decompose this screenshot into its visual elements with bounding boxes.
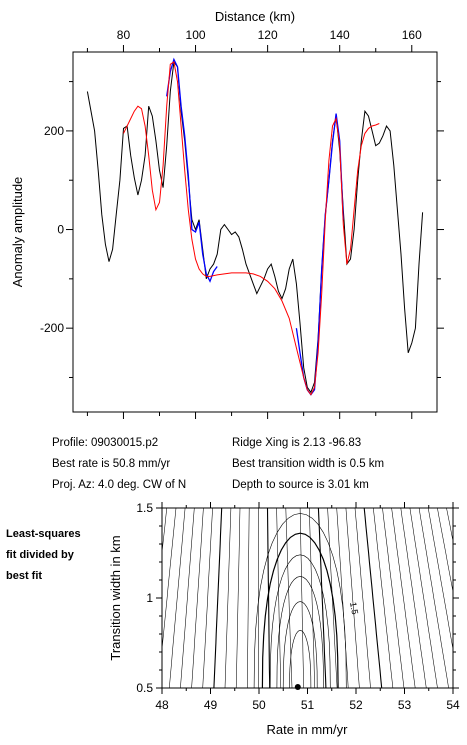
y-tick-label: 0 xyxy=(57,223,64,237)
x-tick-label: 50 xyxy=(252,698,266,712)
contour-line xyxy=(162,508,168,555)
contour-line xyxy=(180,508,195,688)
x-tick-label: 52 xyxy=(349,698,363,712)
profile-x-ticks: 80 100 120 140 160 xyxy=(86,28,422,419)
contour-line xyxy=(363,508,383,688)
contour-loop xyxy=(276,576,324,688)
y-tick-label: 1.5 xyxy=(136,501,153,515)
y-tick-label: -200 xyxy=(40,321,64,335)
x-tick-label: 80 xyxy=(117,28,131,42)
side-note-line: Least-squares xyxy=(6,528,81,540)
contour-line xyxy=(202,508,213,688)
contour-line xyxy=(276,508,282,688)
x-tick-label: 49 xyxy=(204,698,218,712)
y-tick-label: 0.5 xyxy=(136,681,153,695)
contour-line xyxy=(266,508,271,688)
contour-line xyxy=(427,508,453,651)
contour-line xyxy=(354,508,371,688)
contour-lines xyxy=(125,508,453,688)
profile-series xyxy=(86,57,424,396)
contour-loop xyxy=(253,513,347,688)
x-tick-label: 140 xyxy=(330,28,350,42)
contour-x-axis-label: Rate in mm/yr xyxy=(267,722,349,737)
ridge-crossing-text: Ridge Xing is 2.13 -96.83 xyxy=(232,437,362,449)
profile-chart: Distance (km) Anomaly amplitude 80 100 120… xyxy=(10,9,444,419)
contour-line xyxy=(247,508,250,688)
contour-line xyxy=(162,508,177,652)
contour-line xyxy=(437,508,453,594)
profile-y-ticks: 200 0 -200 xyxy=(40,81,444,378)
contour-chart: 48 49 50 51 52 53 54 0.5 1 1.5 Rate in mm/yr Tra… xyxy=(108,501,460,737)
fit-segment-line xyxy=(166,57,218,283)
contour-line xyxy=(391,508,416,688)
contour-line xyxy=(235,508,241,688)
x-tick-label: 48 xyxy=(155,698,169,712)
projection-azimuth-text: Proj. Az: 4.0 deg. CW of N xyxy=(52,479,187,491)
depth-to-source-text: Depth to source is 3.01 km xyxy=(232,479,369,491)
contour-line xyxy=(285,508,293,688)
x-tick-label: 120 xyxy=(258,28,278,42)
contour-line xyxy=(125,508,149,688)
contour-y-ticks: 0.5 1 1.5 xyxy=(136,501,459,695)
contour-line xyxy=(409,508,438,688)
best-rate-text: Best rate is 50.8 mm/yr xyxy=(52,458,171,470)
contour-plot-frame xyxy=(161,507,454,689)
profile-x-axis-label: Distance (km) xyxy=(215,9,295,24)
contour-line xyxy=(345,508,360,688)
contour-loop xyxy=(289,630,312,688)
contour-y-axis-label: Transition width in km xyxy=(108,535,123,660)
contour-label-text: 1.5 xyxy=(348,601,360,615)
profile-plot-frame xyxy=(72,51,438,413)
contour-line xyxy=(317,508,327,688)
x-tick-label: 51 xyxy=(301,698,315,712)
contour-line xyxy=(400,508,427,688)
x-tick-label: 54 xyxy=(446,698,460,712)
contour-line xyxy=(224,508,232,688)
contour-line xyxy=(336,508,349,688)
x-tick-label: 53 xyxy=(398,698,412,712)
contour-loop xyxy=(261,532,339,688)
contour-line xyxy=(373,508,394,688)
observed-anomaly-line xyxy=(86,60,424,394)
contour-line xyxy=(299,508,304,688)
best-fit-point xyxy=(294,684,301,690)
contour-line xyxy=(169,508,186,688)
side-note-line: best fit xyxy=(6,570,43,582)
fit-segment-line xyxy=(295,113,344,396)
x-tick-label: 100 xyxy=(186,28,206,42)
contour-loop xyxy=(269,554,331,688)
contour-line xyxy=(213,508,223,688)
model-anomaly-line xyxy=(123,61,380,396)
contour-line xyxy=(382,508,405,688)
side-note-line: fit divided by xyxy=(6,549,74,561)
side-note: Least-squares fit divided by best fit xyxy=(6,524,116,587)
best-transition-text: Best transition width is 0.5 km xyxy=(232,458,385,470)
contour-line xyxy=(191,508,204,688)
contour-value-label: 1.5 xyxy=(348,601,360,615)
contour-line xyxy=(446,508,453,543)
x-tick-label: 160 xyxy=(402,28,422,42)
y-tick-label: 200 xyxy=(44,124,64,138)
profile-y-axis-label: Anomaly amplitude xyxy=(10,177,25,288)
contour-loop xyxy=(282,601,318,688)
contour-x-ticks: 48 49 50 51 52 53 54 xyxy=(155,502,460,712)
contour-line xyxy=(418,508,449,688)
profile-text: Profile: 09030015.p2 xyxy=(52,437,159,449)
y-tick-label: 1 xyxy=(146,591,153,605)
